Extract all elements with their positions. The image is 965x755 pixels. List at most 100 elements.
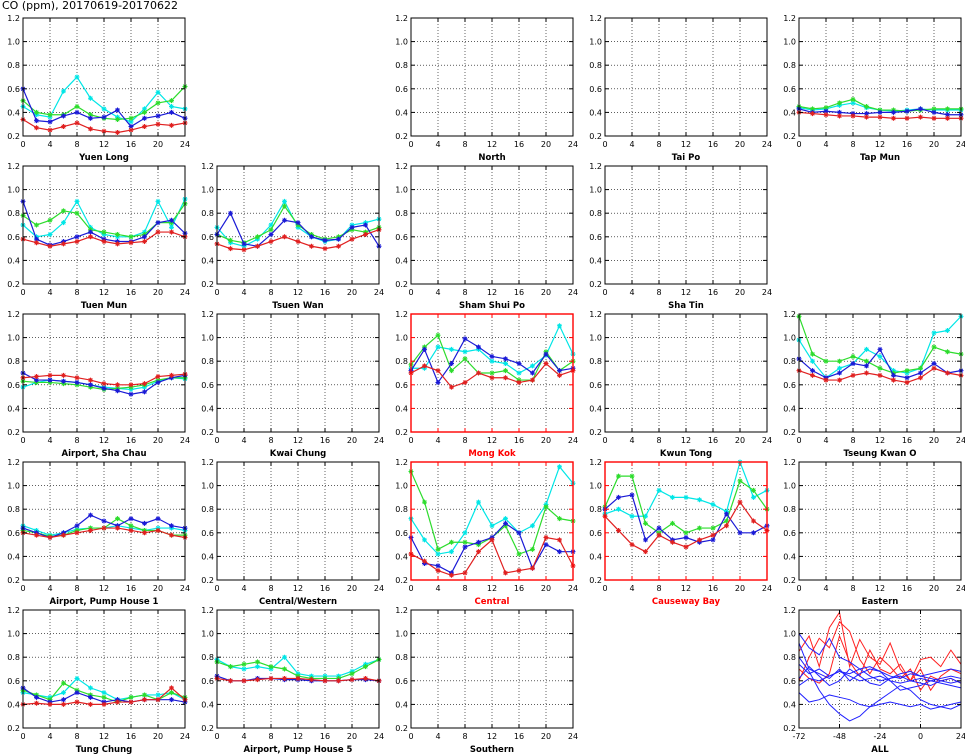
y-tick-label: 0.2 [783, 576, 796, 585]
data-point [462, 349, 468, 355]
data-point [74, 120, 80, 126]
panel-tung-chung: 0.2 0.4 0.6 0.8 1.0 1.2 0 4 8 12 16 20 24 Tung Chung [7, 606, 190, 755]
data-point [751, 494, 756, 500]
x-tick-label: 4 [823, 436, 828, 445]
panel-title: Kwai Chung [270, 449, 327, 459]
data-point [155, 121, 161, 127]
data-point [877, 353, 883, 359]
panel-airport-pump-house-1: 0.2 0.4 0.6 0.8 1.0 1.2 0 4 8 12 16 20 24 Airport, Pu… [7, 458, 190, 607]
y-tick-label: 0.8 [589, 61, 602, 70]
y-tick-label: 1.0 [589, 334, 602, 343]
x-tick-label: 20 [153, 436, 163, 445]
panel-yuen-long: 0.2 0.4 0.6 0.8 1.0 1.2 0 4 8 12 16 20 24 Yuen Long [7, 14, 190, 163]
x-tick-label: 16 [320, 436, 330, 445]
data-point [255, 234, 260, 240]
data-point [462, 544, 468, 550]
y-tick-label: 0.6 [395, 233, 408, 242]
y-tick-label: 0.4 [783, 404, 796, 413]
data-point [810, 372, 815, 378]
data-point [88, 512, 93, 518]
y-tick-label: 1.2 [7, 606, 20, 615]
data-point [543, 361, 549, 367]
y-tick-label: 1.2 [395, 162, 408, 171]
plot-frame [798, 461, 962, 581]
data-point [142, 381, 147, 387]
data-point [629, 513, 635, 519]
data-point [169, 532, 174, 538]
data-point [128, 119, 134, 125]
y-tick-label: 0.4 [7, 256, 20, 265]
x-tick-label: 8 [462, 288, 467, 297]
x-tick-label: 4 [435, 732, 440, 741]
x-tick-label: 20 [929, 140, 939, 149]
panel-tseung-kwan-o: 0.2 0.4 0.6 0.8 1.0 1.2 0 4 8 12 16 20 24 Tseung Kwan… [783, 310, 965, 459]
data-point [34, 109, 39, 115]
y-tick-label: 0.6 [589, 529, 602, 538]
data-point [530, 565, 535, 571]
data-point [34, 118, 39, 124]
x-tick-label: 20 [347, 288, 357, 297]
data-point [751, 530, 756, 536]
data-point [643, 513, 648, 519]
data-point [462, 336, 468, 342]
y-tick-label: 1.2 [201, 458, 214, 467]
data-point [891, 372, 896, 378]
y-tick-label: 0.8 [395, 505, 408, 514]
data-point [945, 370, 950, 376]
data-point [503, 356, 508, 362]
x-tick-label: 0 [408, 584, 413, 593]
x-tick-label: 0 [408, 288, 413, 297]
y-tick-label: 0.8 [201, 653, 214, 662]
y-tick-label: 0.2 [7, 132, 20, 141]
data-point [142, 124, 147, 130]
data-point [435, 551, 441, 557]
data-point [349, 224, 355, 230]
x-tick-label: 4 [435, 436, 440, 445]
data-point [810, 111, 815, 117]
data-point [629, 492, 635, 498]
x-tick-label: 4 [47, 140, 52, 149]
x-tick-label: 20 [153, 732, 163, 741]
data-point [918, 365, 923, 371]
y-tick-label: 0.4 [201, 552, 214, 561]
data-point [864, 370, 869, 376]
data-point [837, 358, 842, 364]
y-tick-label: 0.4 [395, 552, 408, 561]
panel-title: Tung Chung [76, 745, 133, 755]
data-point [918, 370, 923, 376]
data-point [462, 379, 468, 385]
y-tick-label: 1.0 [589, 186, 602, 195]
data-point [74, 690, 80, 696]
data-point [101, 701, 107, 707]
data-point [864, 363, 869, 369]
x-tick-label: 20 [153, 288, 163, 297]
x-tick-label: 20 [735, 584, 745, 593]
x-tick-label: 12 [681, 436, 691, 445]
x-tick-label: 24 [180, 584, 190, 593]
data-point [336, 236, 341, 242]
x-tick-label: 16 [708, 288, 718, 297]
y-tick-label: 0.6 [395, 381, 408, 390]
data-point [142, 389, 147, 395]
x-tick-label: 24 [180, 140, 190, 149]
data-point [241, 666, 247, 672]
y-tick-label: 1.2 [7, 310, 20, 319]
data-point [503, 516, 508, 522]
data-point [34, 222, 39, 228]
data-point [169, 523, 174, 529]
data-point [837, 100, 842, 106]
data-point [115, 107, 120, 113]
data-point [616, 494, 621, 500]
data-point [155, 100, 161, 106]
data-point [61, 88, 66, 94]
y-tick-label: 0.8 [7, 209, 20, 218]
x-tick-label: 24 [956, 140, 965, 149]
x-tick-label: 8 [656, 140, 661, 149]
panel-title: Tai Po [672, 153, 701, 163]
data-point [349, 671, 355, 677]
data-point [810, 351, 815, 357]
y-tick-label: 1.2 [589, 458, 602, 467]
x-tick-label: 16 [126, 732, 136, 741]
plot-frame [216, 461, 380, 581]
data-point [435, 332, 441, 338]
